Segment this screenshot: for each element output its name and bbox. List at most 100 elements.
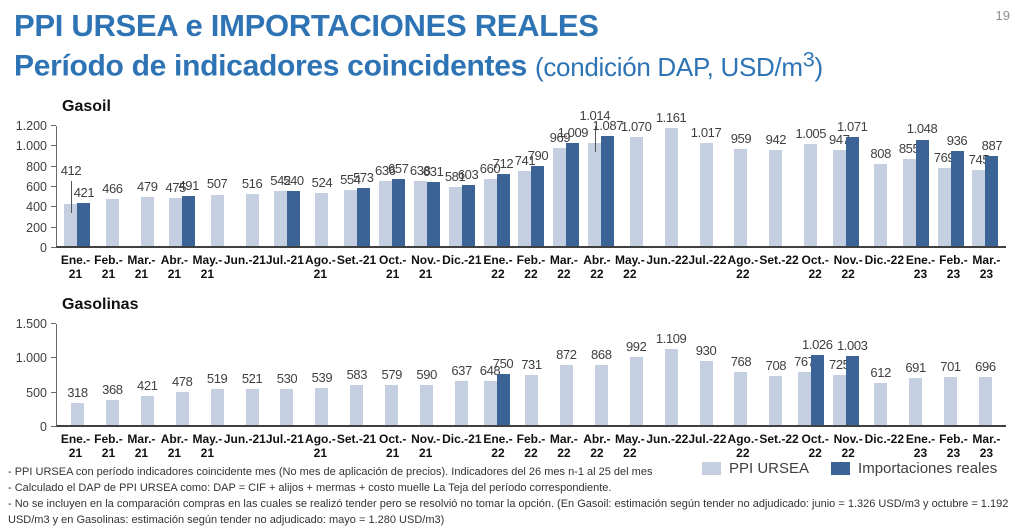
importaciones-reales-bar xyxy=(356,187,370,246)
bar-value-label: 696 xyxy=(975,359,996,375)
bar-value-label: 521 xyxy=(241,371,263,387)
bar-group: 530 xyxy=(270,324,305,425)
page-subtitle: Período de indicadores coincidentes (con… xyxy=(14,46,823,84)
x-axis-label: Jun.-21 xyxy=(223,432,266,446)
ppi-ursea-bar xyxy=(343,189,357,246)
bar-slot: 1.109 xyxy=(656,331,687,425)
bar-slot: 1.026 xyxy=(802,337,833,425)
x-axis-label: Oct.- 22 xyxy=(801,253,829,282)
bar-value-label: 691 xyxy=(905,359,926,375)
bar-value-label: 475 xyxy=(165,179,186,195)
bar-group: 636 657 xyxy=(374,126,409,246)
gasolinas-y-axis: 0 500 1.000 1.500 xyxy=(8,317,56,434)
bar-value-label: 603 xyxy=(457,166,479,182)
bar-value-label: 466 xyxy=(102,180,123,196)
bar-group: 475 491 xyxy=(165,126,200,246)
bar-slot: 750 xyxy=(493,356,514,425)
ppi-ursea-bar xyxy=(874,383,888,425)
y-tick-mark xyxy=(51,247,56,248)
header: PPI URSEA e IMPORTACIONES REALES Período… xyxy=(14,4,823,85)
x-axis-label: Feb.- 21 xyxy=(94,432,123,461)
bar-slot: 539 xyxy=(312,370,333,425)
bar-value-label: 638 xyxy=(409,163,431,179)
ppi-ursea-bar xyxy=(699,142,713,246)
bar-slot: 657 xyxy=(388,161,409,246)
x-axis-label: Abr.- 22 xyxy=(583,432,611,461)
bar-slot: 516 xyxy=(242,176,263,246)
y-tick-label: 0 xyxy=(40,241,47,255)
y-tick-mark xyxy=(51,165,56,167)
bar-slot: 637 xyxy=(451,363,472,425)
bar-value-label: 887 xyxy=(981,137,1003,153)
bar-slot: 969 xyxy=(550,130,570,246)
ppi-ursea-bar xyxy=(588,142,602,246)
importaciones-reales-bar xyxy=(601,135,615,246)
bar-value-label: 790 xyxy=(527,147,549,163)
y-tick-label: 1.200 xyxy=(15,119,47,133)
ppi-ursea-bar xyxy=(105,399,119,425)
ppi-ursea-bar xyxy=(937,167,951,246)
x-axis-label: Ene.- 21 xyxy=(60,432,91,461)
gasoil-chart: Gasoil 0 200 400 600 800 1.000 1.200 412 421 466… xyxy=(8,96,1016,288)
bar-slot: 521 xyxy=(242,371,263,425)
bar-slot: 701 xyxy=(940,359,961,425)
importaciones-reales-bar xyxy=(845,137,859,246)
ppi-ursea-bar xyxy=(559,365,573,425)
bar-slot: 475 xyxy=(165,180,186,246)
bar-group: 612 xyxy=(863,324,898,425)
bar-slot: 412 xyxy=(61,163,82,246)
x-axis-label: Nov.- 22 xyxy=(833,432,863,461)
bar-value-label: 631 xyxy=(422,163,444,179)
x-axis-label: Set.-21 xyxy=(336,253,377,267)
bar-slot: 540 xyxy=(283,173,304,246)
importaciones-reales-bar xyxy=(182,196,196,246)
bar-value-label: 1.070 xyxy=(620,119,652,135)
ppi-ursea-bar xyxy=(874,163,888,246)
x-axis-label: Oct.- 22 xyxy=(801,432,829,461)
bar-value-label: 519 xyxy=(206,371,228,387)
importaciones-reales-bar xyxy=(496,373,510,425)
gasolinas-plot-area: 318 368 421 478 519 521 530 539 583 579 590 637 648 7… xyxy=(56,324,1006,427)
bar-value-label: 542 xyxy=(270,172,291,188)
ppi-ursea-bar xyxy=(385,385,399,425)
y-tick-label: 200 xyxy=(26,220,47,235)
bar-slot: 1.087 xyxy=(593,118,623,246)
bar-group: 581 603 xyxy=(444,126,479,246)
bar-slot: 507 xyxy=(207,176,228,246)
bar-group: 554 573 xyxy=(339,126,374,246)
gasolinas-chart-title: Gasolinas xyxy=(62,296,139,313)
ppi-ursea-bar xyxy=(664,128,678,246)
y-tick-mark xyxy=(51,226,56,228)
bar-slot: 959 xyxy=(731,131,752,246)
importaciones-reales-bar xyxy=(496,173,510,246)
importaciones-reales-bar xyxy=(391,179,405,246)
x-axis-label: Nov.- 21 xyxy=(411,253,441,282)
legend-label-ppi-ursea: PPI URSEA xyxy=(729,460,810,477)
bar-value-label: 992 xyxy=(625,338,647,354)
ppi-ursea-bar xyxy=(455,381,469,425)
bar-value-label: 581 xyxy=(444,168,466,184)
bar-value-label: 540 xyxy=(283,173,304,189)
y-tick-label: 400 xyxy=(26,200,47,215)
legend: PPI URSEA Importaciones reales xyxy=(702,460,1019,477)
x-axis-label: Dic.-22 xyxy=(864,432,904,446)
bar-slot: 942 xyxy=(766,132,787,246)
bar-slot: 808 xyxy=(870,146,891,246)
bar-group: 660 712 xyxy=(479,126,514,246)
bar-value-label: 1.003 xyxy=(836,338,868,354)
gasolinas-x-axis: Ene.- 21 Feb.- 21 Mar.- 21 Abr.- 21 May.- 21… xyxy=(56,432,1006,461)
bar-value-label: 1.026 xyxy=(802,336,833,352)
ppi-ursea-bar xyxy=(664,348,678,425)
bar-slot: 1.017 xyxy=(691,125,722,246)
ppi-ursea-bar xyxy=(769,150,783,246)
bar-group: 368 xyxy=(95,324,130,425)
importaciones-reales-bar xyxy=(77,203,91,246)
bar-group: 542 540 xyxy=(270,126,305,246)
importaciones-reales-bar xyxy=(845,356,859,425)
bar-group: 479 xyxy=(130,126,165,246)
x-axis-label: Mar.- 22 xyxy=(549,432,578,461)
bar-slot: 1.003 xyxy=(837,338,868,425)
bar-slot: 767 xyxy=(794,354,815,425)
x-axis-label: Jul.-21 xyxy=(265,432,304,446)
bar-slot: 696 xyxy=(975,359,996,425)
